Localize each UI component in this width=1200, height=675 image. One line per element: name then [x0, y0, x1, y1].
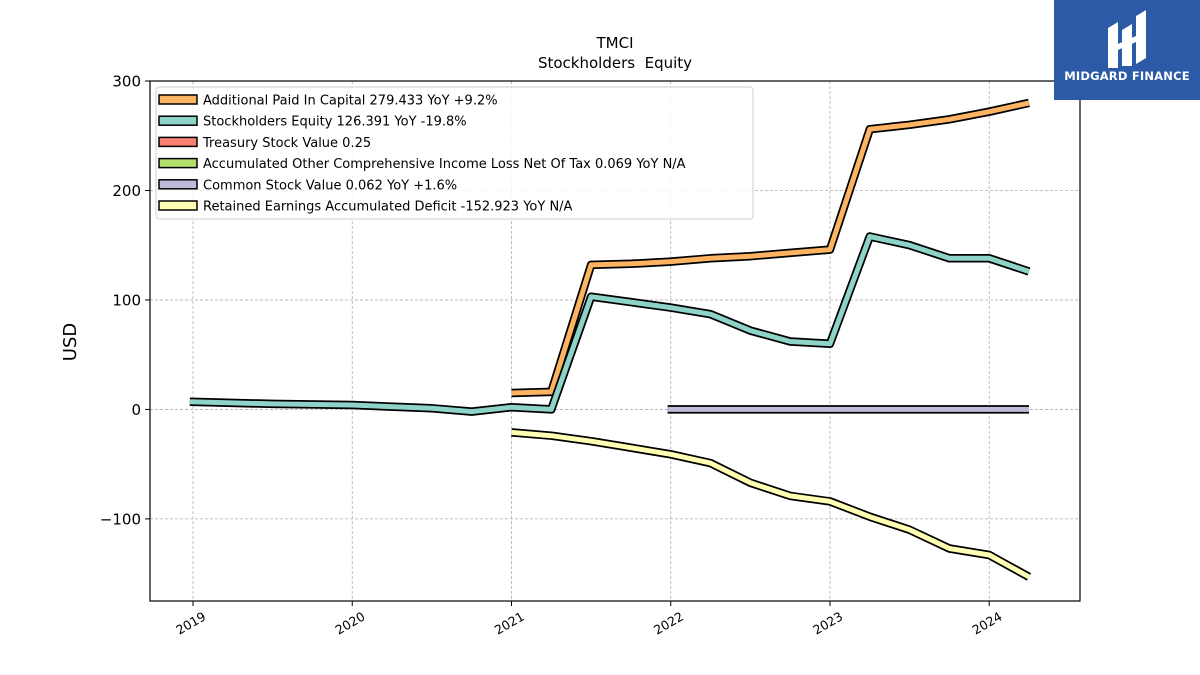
series-lines	[189, 98, 1032, 581]
series-line	[511, 428, 1032, 581]
series-line-outline	[511, 428, 1032, 581]
plot-frame	[149, 80, 1081, 602]
legend-entry: Accumulated Other Comprehensive Income L…	[158, 157, 686, 172]
legend-label: Treasury Stock Value 0.25	[202, 136, 371, 151]
x-tick-label: 2019	[173, 609, 208, 638]
legend-swatch	[158, 115, 198, 126]
x-tick-label: 2021	[492, 609, 527, 638]
legend-label: Retained Earnings Accumulated Deficit -1…	[203, 200, 573, 215]
series-line-stroke	[189, 234, 1030, 415]
chart-subtitle: Stockholders Equity	[538, 54, 692, 72]
series-line	[189, 232, 1031, 416]
x-tick-label: 2024	[969, 609, 1004, 638]
legend-swatch	[158, 136, 198, 148]
y-axis-label: USD	[60, 323, 81, 361]
legend-label: Additional Paid In Capital 279.433 YoY +…	[203, 94, 498, 109]
brand-logo: MIDGARD FINANCE	[1054, 0, 1200, 100]
x-tick-label: 2020	[332, 609, 367, 638]
legend-entry: Stockholders Equity 126.391 YoY -19.8%	[158, 115, 467, 130]
legend-label: Accumulated Other Comprehensive Income L…	[203, 157, 686, 172]
series-line-stroke	[511, 100, 1030, 396]
legend-entry: Additional Paid In Capital 279.433 YoY +…	[158, 94, 498, 109]
legend-swatch	[158, 200, 198, 211]
y-tick-label: 300	[112, 73, 141, 91]
legend-box	[155, 86, 754, 220]
legend-swatch	[158, 157, 198, 169]
legend-entry: Retained Earnings Accumulated Deficit -1…	[158, 200, 573, 215]
series-line-stroke	[511, 429, 1031, 580]
legend-label: Common Stock Value 0.062 YoY +1.6%	[203, 178, 457, 193]
y-tick-label: 200	[112, 182, 141, 200]
legend-label: Stockholders Equity 126.391 YoY -19.8%	[203, 115, 467, 130]
legend-entry: Common Stock Value 0.062 YoY +1.6%	[158, 178, 457, 193]
midgard-logo-icon	[1108, 10, 1146, 68]
x-tick-label: 2022	[651, 609, 686, 638]
legend-entry: Treasury Stock Value 0.25	[158, 136, 371, 151]
y-tick-label: −100	[100, 510, 141, 528]
y-tick-label: 0	[131, 401, 141, 419]
brand-name: MIDGARD FINANCE	[1064, 69, 1190, 83]
legend: Additional Paid In Capital 279.433 YoY +…	[155, 86, 754, 220]
legend-swatch	[158, 94, 198, 105]
y-tick-label: 100	[112, 291, 141, 309]
series-line	[511, 98, 1030, 398]
legend-swatch	[158, 179, 198, 190]
chart-title: TMCI	[595, 34, 633, 52]
x-tick-label: 2023	[810, 609, 845, 638]
